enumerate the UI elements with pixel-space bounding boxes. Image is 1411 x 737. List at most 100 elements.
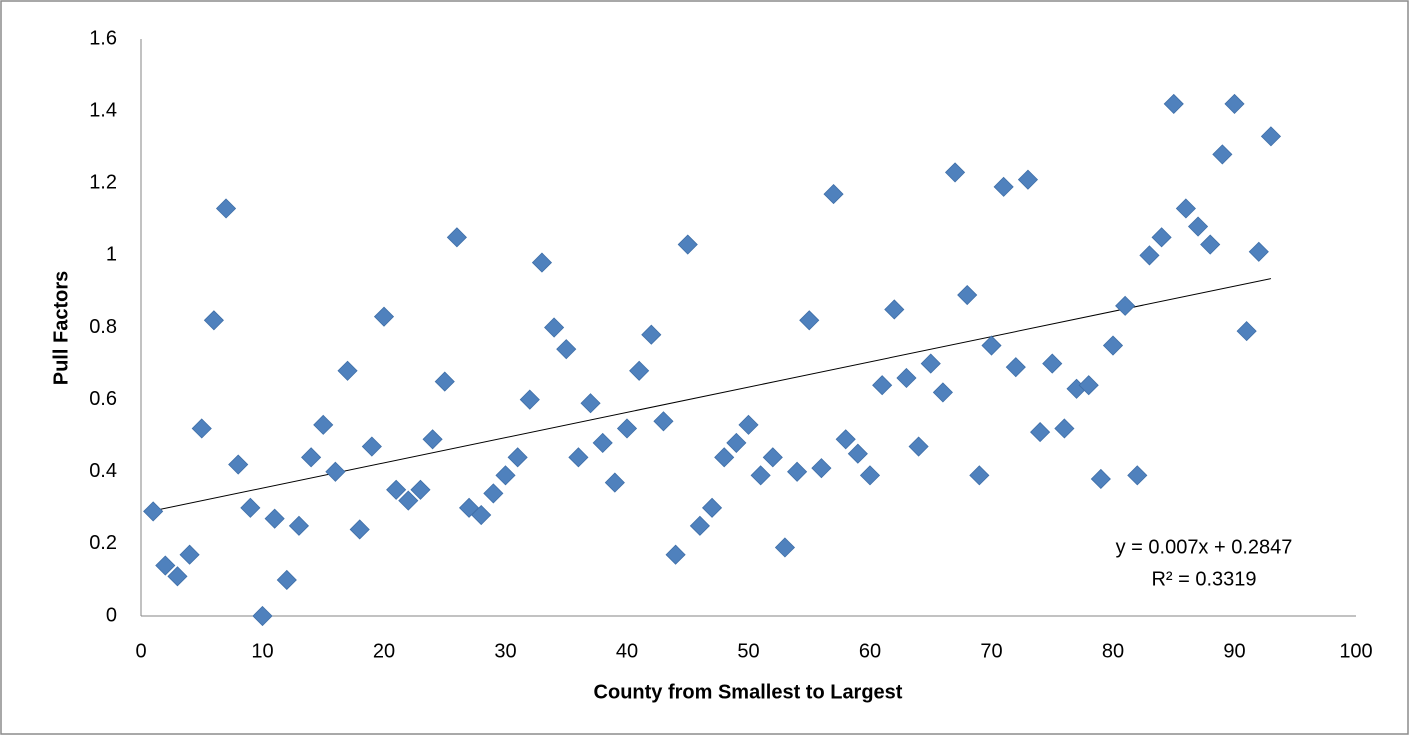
scatter-point <box>203 310 224 331</box>
scatter-point <box>762 447 783 468</box>
scatter-point <box>1260 126 1282 147</box>
trendline-equation: y = 0.007x + 0.2847 <box>1116 536 1293 558</box>
r-squared: R² = 0.3319 <box>1151 568 1256 590</box>
y-tick-label: 1.2 <box>89 172 117 194</box>
scatter-point <box>738 414 759 435</box>
x-axis-title: County from Smallest to Largest <box>594 681 903 703</box>
scatter-point <box>714 447 735 468</box>
scatter-point <box>592 432 613 453</box>
scatter-point <box>750 465 771 486</box>
scatter-point <box>629 360 650 381</box>
x-tick-label: 20 <box>373 640 395 662</box>
scatter-point <box>337 360 358 381</box>
scatter-point <box>1030 422 1051 443</box>
scatter-point <box>1163 93 1184 114</box>
scatter-point <box>1054 418 1075 439</box>
scatter-point <box>191 418 212 439</box>
scatter-point <box>811 458 832 479</box>
scatter-point <box>1017 169 1039 190</box>
scatter-point <box>544 317 565 338</box>
scatter-point <box>1139 245 1160 266</box>
scatter-point <box>325 461 346 482</box>
scatter-point <box>884 299 905 320</box>
scatter-point <box>398 490 419 511</box>
scatter-point <box>434 371 455 392</box>
scatter-point <box>361 436 382 457</box>
scatter-point <box>1200 234 1221 255</box>
scatter-point <box>313 414 334 435</box>
scatter-point <box>1151 227 1172 248</box>
y-tick-label: 1.4 <box>89 99 117 121</box>
y-tick-label: 0 <box>106 604 117 626</box>
scatter-point <box>422 429 443 450</box>
scatter-point <box>507 447 528 468</box>
x-tick-label: 60 <box>859 640 881 662</box>
x-tick-label: 30 <box>494 640 516 662</box>
scatter-point <box>616 418 638 439</box>
scatter-point <box>604 472 625 493</box>
x-tick-label: 70 <box>980 640 1002 662</box>
scatter-point <box>167 566 188 587</box>
x-tick-label: 10 <box>251 640 273 662</box>
scatter-point <box>495 465 516 486</box>
x-tick-label: 0 <box>135 640 146 662</box>
scatter-point <box>519 389 540 410</box>
scatter-point <box>701 497 723 518</box>
scatter-point <box>143 501 164 522</box>
scatter-point <box>1236 321 1257 342</box>
x-tick-label: 80 <box>1102 640 1124 662</box>
x-tick-label: 100 <box>1339 640 1372 662</box>
scatter-point <box>1090 468 1111 490</box>
scatter-point <box>580 393 601 414</box>
scatter-point <box>1248 241 1269 262</box>
scatter-point <box>1187 216 1209 237</box>
scatter-point <box>981 335 1002 356</box>
scatter-point <box>823 184 844 205</box>
scatter-point <box>1224 93 1245 114</box>
scatter-point <box>215 198 237 219</box>
scatter-point <box>531 252 553 273</box>
scatter-point <box>373 306 395 327</box>
scatter-point <box>410 479 431 500</box>
scatter-point <box>264 508 285 529</box>
scatter-point <box>446 227 467 248</box>
scatter-point <box>301 447 322 468</box>
scatter-point <box>969 465 990 486</box>
scatter-point <box>944 162 966 183</box>
scatter-point <box>179 544 200 565</box>
scatter-point <box>471 504 492 526</box>
scatter-point <box>240 497 261 518</box>
x-tick-label: 50 <box>737 640 759 662</box>
scatter-point <box>774 537 796 558</box>
y-tick-label: 1.6 <box>89 27 117 49</box>
scatter-point <box>1102 335 1124 356</box>
scatter-point <box>896 367 917 389</box>
scatter-point <box>288 515 310 536</box>
y-tick-label: 0.8 <box>89 316 117 338</box>
scatter-point <box>835 429 856 450</box>
scatter-point <box>252 605 273 627</box>
scatter-point <box>568 447 589 468</box>
y-axis-title: Pull Factors <box>50 271 72 385</box>
scatter-point <box>859 465 881 486</box>
scatter-point <box>677 234 698 255</box>
scatter-point <box>653 411 674 432</box>
x-tick-label: 90 <box>1223 640 1245 662</box>
scatter-point <box>386 479 407 500</box>
scatter-point <box>1005 357 1026 378</box>
scatter-point <box>920 353 941 374</box>
scatter-point <box>1212 144 1233 165</box>
scatter-point <box>847 443 868 464</box>
y-tick-label: 1 <box>106 244 117 266</box>
y-tick-label: 0.4 <box>89 460 117 482</box>
scatter-point <box>993 176 1014 197</box>
scatter-point <box>957 284 978 306</box>
y-tick-label: 0.6 <box>89 388 117 410</box>
scatter-point <box>458 497 480 518</box>
scatter-point <box>641 324 662 345</box>
scatter-point <box>276 569 297 591</box>
scatter-point <box>872 375 893 396</box>
scatter-point <box>1042 353 1063 374</box>
